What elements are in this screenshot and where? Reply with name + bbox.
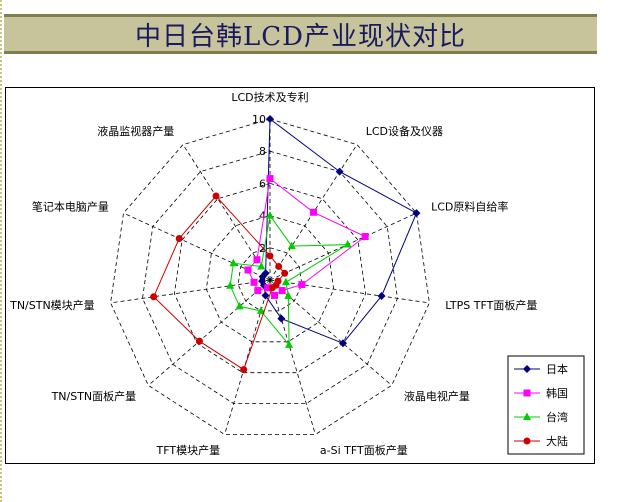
data-point: [523, 437, 531, 445]
data-point: [287, 241, 296, 250]
series-韩国: [244, 175, 369, 299]
data-point: [268, 284, 276, 292]
data-point: [266, 175, 274, 183]
legend-label: 台湾: [546, 410, 568, 424]
axis-label: 液晶监视器产量: [97, 124, 174, 138]
data-point: [523, 365, 531, 373]
data-point: [266, 211, 274, 219]
data-point: [361, 233, 369, 241]
data-point: [257, 261, 266, 270]
data-point: [266, 115, 274, 123]
spoke: [110, 279, 271, 304]
data-point: [278, 287, 286, 295]
data-point: [266, 252, 274, 260]
spoke: [123, 212, 271, 281]
spoke: [269, 212, 417, 281]
legend-label: 大陆: [546, 434, 568, 448]
radar-grid: [110, 118, 430, 435]
tick-label: 4: [259, 210, 266, 223]
axis-label: TFT模块产量: [156, 443, 221, 457]
axis-label: TN/STN模块产量: [9, 298, 95, 312]
data-point: [343, 240, 352, 248]
data-point: [310, 208, 318, 216]
legend-box: [507, 355, 585, 455]
data-point: [412, 209, 421, 218]
data-point: [377, 292, 386, 301]
axis-label: 液晶电视产量: [404, 389, 470, 403]
data-point: [261, 269, 270, 278]
data-point: [253, 256, 261, 264]
legend-item: 台湾: [514, 410, 568, 424]
title-bar: 中日台韩LCD产业现状对比: [4, 14, 597, 54]
spoke: [148, 279, 271, 386]
axis-label: LCD技术及专利: [231, 90, 308, 104]
data-point: [339, 339, 348, 348]
series-台湾: [226, 211, 352, 348]
legend-item: 日本: [514, 362, 568, 376]
data-point: [281, 269, 289, 277]
series-line: [229, 214, 350, 347]
data-point: [175, 235, 183, 243]
radar-axis-labels: LCD技术及专利 LCD设备及仪器 LCD原料自给率 LTPS TFT面板产量液晶电视…: [9, 90, 537, 457]
series-大陆: [150, 192, 289, 374]
radar-spokes: [110, 119, 430, 435]
axis-label: 笔记本电脑产量: [32, 199, 109, 213]
series-line: [261, 118, 418, 344]
tick-label: 10: [252, 113, 266, 126]
axis-label: LCD原料自给率: [431, 199, 508, 213]
data-point: [523, 389, 531, 397]
data-point: [335, 167, 344, 176]
tick-label: 2: [259, 242, 266, 255]
tick-label: 6: [259, 177, 266, 190]
data-point: [271, 291, 279, 299]
data-point: [264, 284, 272, 292]
data-point: [523, 412, 531, 420]
page-title: 中日台韩LCD产业现状对比: [134, 21, 466, 52]
data-point: [250, 278, 258, 286]
data-point: [244, 266, 252, 274]
spoke: [182, 144, 271, 281]
grid-ring: [237, 247, 303, 312]
spoke: [224, 279, 271, 435]
data-point: [281, 277, 290, 286]
axis-label: a-Si TFT面板产量: [320, 443, 408, 457]
axis-label: TN/STN面板产量: [51, 389, 137, 403]
grid-ring: [142, 150, 398, 405]
spoke: [269, 279, 430, 304]
data-point: [150, 293, 158, 301]
spoke: [269, 279, 316, 435]
data-point: [285, 340, 294, 348]
data-point: [254, 287, 262, 295]
data-point: [284, 291, 293, 299]
grid-ring: [205, 215, 335, 343]
data-point: [261, 291, 270, 300]
data-point: [212, 192, 220, 200]
legend-item: 韩国: [514, 386, 568, 400]
data-point: [226, 281, 235, 289]
data-point: [235, 301, 244, 310]
data-point: [298, 281, 306, 289]
axis-label: LTPS TFT面板产量: [445, 298, 537, 312]
grid-ring: [173, 182, 367, 374]
grid-ring: [110, 118, 430, 435]
legend-label: 日本: [546, 362, 568, 376]
data-point: [240, 366, 248, 374]
series-日本: [258, 115, 421, 348]
tick-label: 8: [259, 145, 266, 158]
radar-series: [150, 115, 421, 374]
data-point: [229, 258, 238, 267]
chart-frame: [5, 87, 595, 464]
left-dotted-border: [0, 0, 4, 502]
legend-item: 大陆: [514, 434, 568, 448]
legend-label: 韩国: [546, 386, 568, 400]
data-point: [195, 337, 203, 345]
axis-label: LCD设备及仪器: [366, 124, 443, 138]
data-point: [275, 262, 283, 270]
spoke: [269, 279, 392, 386]
data-point: [256, 306, 265, 314]
data-point: [277, 314, 286, 323]
